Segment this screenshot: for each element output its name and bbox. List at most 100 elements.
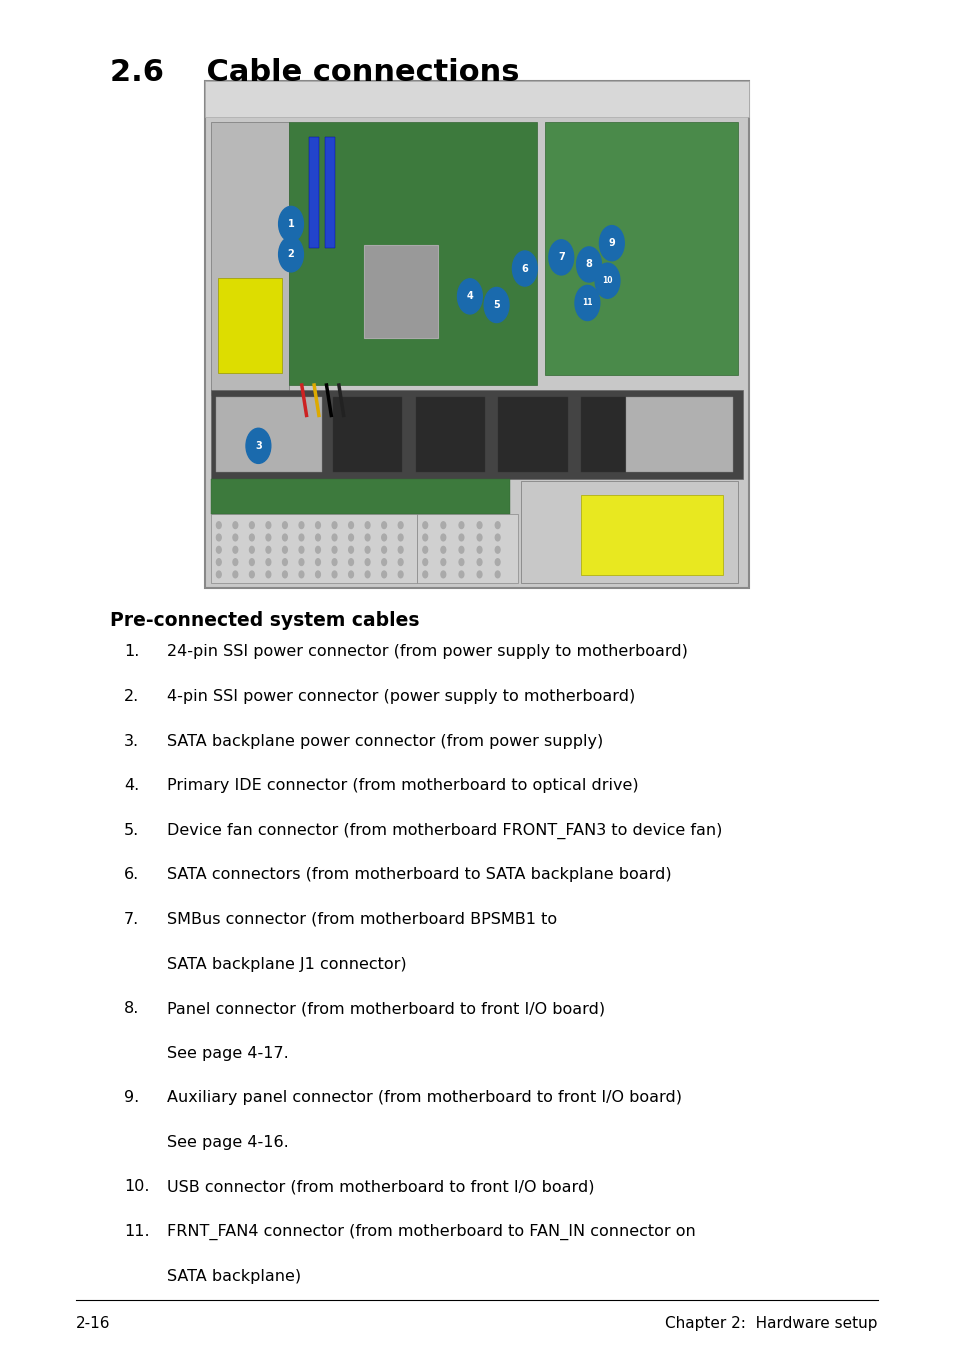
Text: 9: 9 [608,238,615,249]
Text: 2.: 2. [124,689,139,704]
FancyBboxPatch shape [580,496,722,574]
FancyBboxPatch shape [215,397,322,471]
Text: 4.: 4. [124,778,139,793]
FancyBboxPatch shape [309,138,318,249]
FancyBboxPatch shape [416,515,517,582]
Circle shape [299,534,304,540]
Circle shape [233,546,237,553]
Text: Auxiliary panel connector (from motherboard to front I/O board): Auxiliary panel connector (from motherbo… [167,1090,681,1105]
FancyBboxPatch shape [205,81,748,116]
Text: 10.: 10. [124,1179,150,1194]
Circle shape [484,288,509,323]
FancyBboxPatch shape [497,397,567,471]
Circle shape [299,559,304,566]
Text: Device fan connector (from motherboard FRONT_FAN3 to device fan): Device fan connector (from motherboard F… [167,823,721,839]
Circle shape [250,571,254,578]
Circle shape [381,559,386,566]
Circle shape [495,534,499,540]
Text: 2.6    Cable connections: 2.6 Cable connections [110,58,518,86]
Circle shape [381,521,386,528]
Circle shape [216,534,221,540]
Circle shape [458,521,463,528]
Text: 6.: 6. [124,867,139,882]
Circle shape [476,521,481,528]
Circle shape [365,521,370,528]
Circle shape [495,559,499,566]
Text: 3: 3 [254,440,261,451]
Circle shape [315,521,320,528]
Circle shape [365,534,370,540]
FancyBboxPatch shape [211,515,416,582]
Circle shape [422,534,427,540]
FancyBboxPatch shape [363,246,437,338]
Text: 8: 8 [585,259,592,269]
Circle shape [216,559,221,566]
Circle shape [397,546,402,553]
Circle shape [246,428,271,463]
Circle shape [422,546,427,553]
FancyBboxPatch shape [211,122,289,396]
Text: 9.: 9. [124,1090,139,1105]
Circle shape [266,521,271,528]
Circle shape [495,571,499,578]
Circle shape [266,559,271,566]
Circle shape [282,559,287,566]
Circle shape [348,546,353,553]
Circle shape [216,571,221,578]
Circle shape [381,534,386,540]
Text: 2-16: 2-16 [76,1316,111,1331]
Circle shape [348,559,353,566]
Circle shape [576,247,600,282]
Text: Pre-connected system cables: Pre-connected system cables [110,611,418,630]
FancyBboxPatch shape [625,397,732,471]
Circle shape [422,559,427,566]
Text: See page 4-16.: See page 4-16. [167,1135,289,1150]
Text: 11.: 11. [124,1224,150,1239]
Circle shape [458,571,463,578]
Circle shape [233,559,237,566]
Circle shape [299,521,304,528]
FancyBboxPatch shape [580,397,650,471]
Text: Chapter 2:  Hardware setup: Chapter 2: Hardware setup [664,1316,877,1331]
Circle shape [476,546,481,553]
Circle shape [440,546,445,553]
Circle shape [315,534,320,540]
Circle shape [315,559,320,566]
Text: Primary IDE connector (from motherboard to optical drive): Primary IDE connector (from motherboard … [167,778,638,793]
FancyBboxPatch shape [218,277,281,373]
Circle shape [299,546,304,553]
Circle shape [440,571,445,578]
FancyBboxPatch shape [544,122,738,376]
Circle shape [282,534,287,540]
Text: 10: 10 [601,276,612,285]
Circle shape [282,571,287,578]
Circle shape [282,546,287,553]
Text: 3.: 3. [124,734,139,748]
Circle shape [250,521,254,528]
Text: FRNT_FAN4 connector (from motherboard to FAN_IN connector on: FRNT_FAN4 connector (from motherboard to… [167,1224,695,1240]
Circle shape [266,546,271,553]
Circle shape [250,534,254,540]
Circle shape [348,571,353,578]
Circle shape [422,571,427,578]
Text: 6: 6 [521,263,528,273]
Circle shape [598,226,623,261]
Circle shape [332,546,336,553]
FancyBboxPatch shape [416,397,484,471]
Circle shape [476,559,481,566]
Circle shape [332,571,336,578]
Circle shape [495,521,499,528]
Circle shape [233,521,237,528]
Text: 4: 4 [466,292,473,301]
Circle shape [332,534,336,540]
Text: SATA backplane J1 connector): SATA backplane J1 connector) [167,957,406,971]
Text: See page 4-17.: See page 4-17. [167,1046,289,1061]
Circle shape [397,534,402,540]
Circle shape [315,546,320,553]
Text: 7.: 7. [124,912,139,927]
Circle shape [512,251,537,286]
FancyBboxPatch shape [333,397,402,471]
Circle shape [299,571,304,578]
Text: 7: 7 [558,253,564,262]
Text: SMBus connector (from motherboard BPSMB1 to: SMBus connector (from motherboard BPSMB1… [167,912,557,927]
